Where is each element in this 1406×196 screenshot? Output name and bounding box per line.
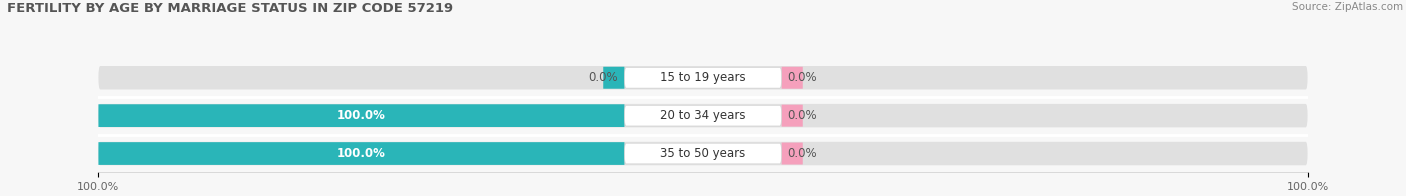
FancyBboxPatch shape bbox=[782, 67, 803, 89]
FancyBboxPatch shape bbox=[98, 66, 1308, 90]
FancyBboxPatch shape bbox=[782, 105, 803, 127]
FancyBboxPatch shape bbox=[603, 67, 624, 89]
FancyBboxPatch shape bbox=[98, 142, 1308, 165]
Text: 0.0%: 0.0% bbox=[787, 109, 817, 122]
FancyBboxPatch shape bbox=[98, 142, 624, 165]
FancyBboxPatch shape bbox=[624, 143, 782, 164]
Text: 35 to 50 years: 35 to 50 years bbox=[661, 147, 745, 160]
FancyBboxPatch shape bbox=[624, 67, 782, 88]
Text: Source: ZipAtlas.com: Source: ZipAtlas.com bbox=[1292, 2, 1403, 12]
FancyBboxPatch shape bbox=[98, 104, 1308, 127]
Text: 20 to 34 years: 20 to 34 years bbox=[661, 109, 745, 122]
FancyBboxPatch shape bbox=[782, 142, 803, 164]
Text: 0.0%: 0.0% bbox=[787, 147, 817, 160]
Text: 0.0%: 0.0% bbox=[589, 71, 619, 84]
FancyBboxPatch shape bbox=[624, 105, 782, 126]
Text: 100.0%: 100.0% bbox=[337, 147, 385, 160]
FancyBboxPatch shape bbox=[98, 104, 624, 127]
Text: 0.0%: 0.0% bbox=[787, 71, 817, 84]
Text: 100.0%: 100.0% bbox=[337, 109, 385, 122]
Text: 15 to 19 years: 15 to 19 years bbox=[661, 71, 745, 84]
Text: FERTILITY BY AGE BY MARRIAGE STATUS IN ZIP CODE 57219: FERTILITY BY AGE BY MARRIAGE STATUS IN Z… bbox=[7, 2, 453, 15]
